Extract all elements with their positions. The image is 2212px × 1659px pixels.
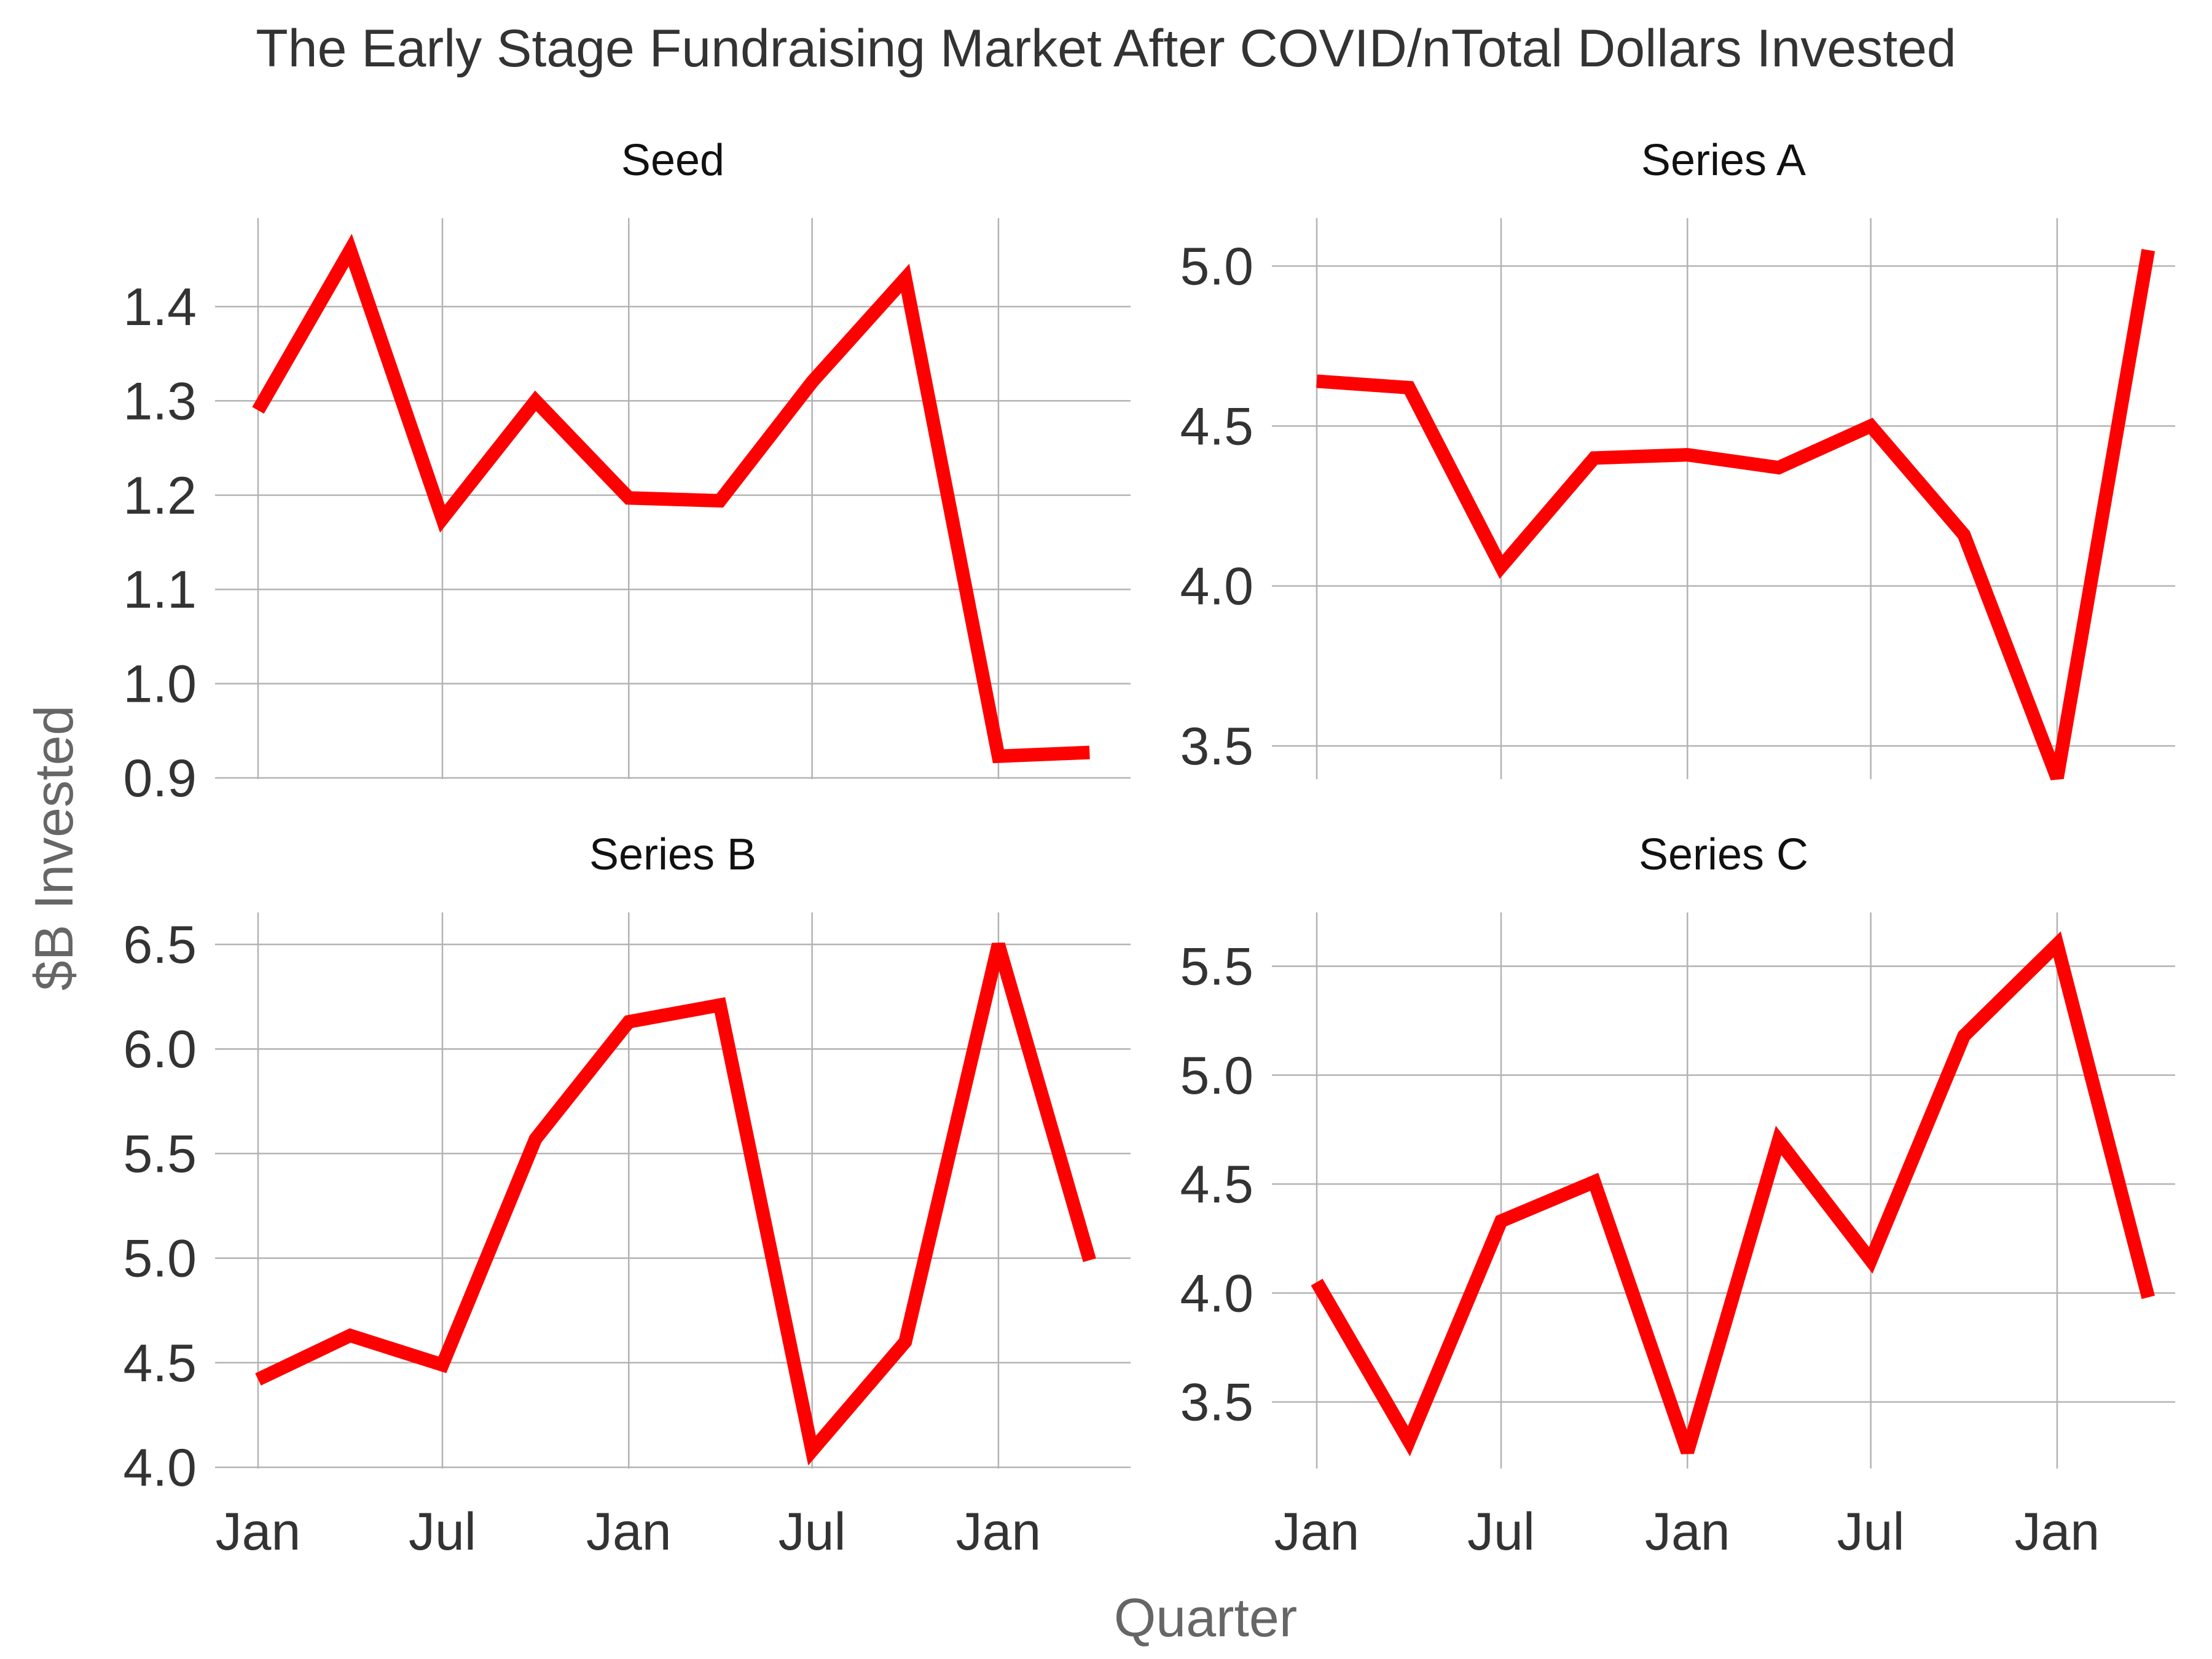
y-tick-label: 1.2	[123, 466, 197, 525]
series-line	[255, 942, 1096, 1465]
panel-title: Series A	[1641, 136, 1806, 185]
y-tick-label: 5.0	[1180, 1046, 1253, 1105]
y-tick-label: 6.0	[123, 1020, 197, 1079]
y-tick-label: 4.0	[1180, 557, 1253, 616]
panel-title: Series B	[589, 830, 756, 879]
x-tick-label: Jan	[2015, 1502, 2100, 1561]
x-tick-label: Jan	[1274, 1502, 1360, 1561]
y-tick-label: 4.5	[1180, 1155, 1253, 1214]
y-tick-label: 1.3	[123, 372, 197, 431]
y-axis-label: $B Invested	[23, 705, 84, 991]
y-tick-label: 3.5	[1180, 717, 1253, 776]
y-tick-label: 1.4	[123, 278, 197, 337]
chart-title: The Early Stage Fundraising Market After…	[256, 19, 1956, 78]
y-tick-label: 6.5	[123, 916, 197, 975]
x-tick-label: Jan	[956, 1502, 1041, 1561]
y-tick-label: 4.5	[123, 1334, 197, 1393]
series-line	[1316, 249, 2155, 780]
x-tick-label: Jan	[1645, 1502, 1730, 1561]
y-tick-label: 4.5	[1180, 397, 1253, 456]
panel-title: Series C	[1639, 830, 1808, 879]
x-tick-label: Jul	[409, 1502, 476, 1561]
x-tick-label: Jan	[216, 1502, 301, 1561]
series-line	[1311, 931, 2155, 1457]
x-tick-label: Jul	[1837, 1502, 1905, 1561]
y-tick-label: 4.0	[123, 1438, 197, 1497]
y-tick-label: 4.0	[1180, 1264, 1253, 1323]
y-tick-label: 1.1	[123, 560, 197, 619]
y-tick-label: 5.0	[123, 1230, 197, 1288]
y-tick-label: 3.5	[1180, 1373, 1253, 1432]
series-line	[252, 233, 1090, 764]
y-tick-label: 1.0	[123, 655, 197, 714]
y-tick-label: 5.5	[123, 1124, 197, 1183]
y-tick-label: 5.0	[1180, 237, 1253, 296]
x-tick-label: Jan	[586, 1502, 672, 1561]
x-axis-label: Quarter	[1114, 1587, 1297, 1648]
x-tick-label: Jul	[779, 1502, 846, 1561]
x-tick-label: Jul	[1467, 1502, 1535, 1561]
y-tick-label: 0.9	[123, 749, 197, 808]
y-tick-label: 5.5	[1180, 937, 1253, 996]
panel-title: Seed	[621, 136, 724, 185]
